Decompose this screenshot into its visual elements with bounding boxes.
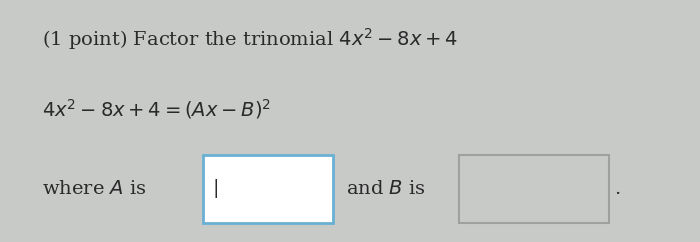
Text: (1 point) Factor the trinomial $4x^2 - 8x + 4$: (1 point) Factor the trinomial $4x^2 - 8… (42, 26, 458, 52)
Text: $4x^2 - 8x + 4 = (Ax - B)^2$: $4x^2 - 8x + 4 = (Ax - B)^2$ (42, 97, 271, 121)
FancyBboxPatch shape (458, 155, 609, 223)
Text: and $B$ is: and $B$ is (346, 180, 426, 198)
FancyBboxPatch shape (203, 155, 332, 223)
Text: .: . (615, 180, 621, 198)
Text: |: | (212, 179, 218, 198)
Text: where $A$ is: where $A$ is (42, 180, 146, 198)
